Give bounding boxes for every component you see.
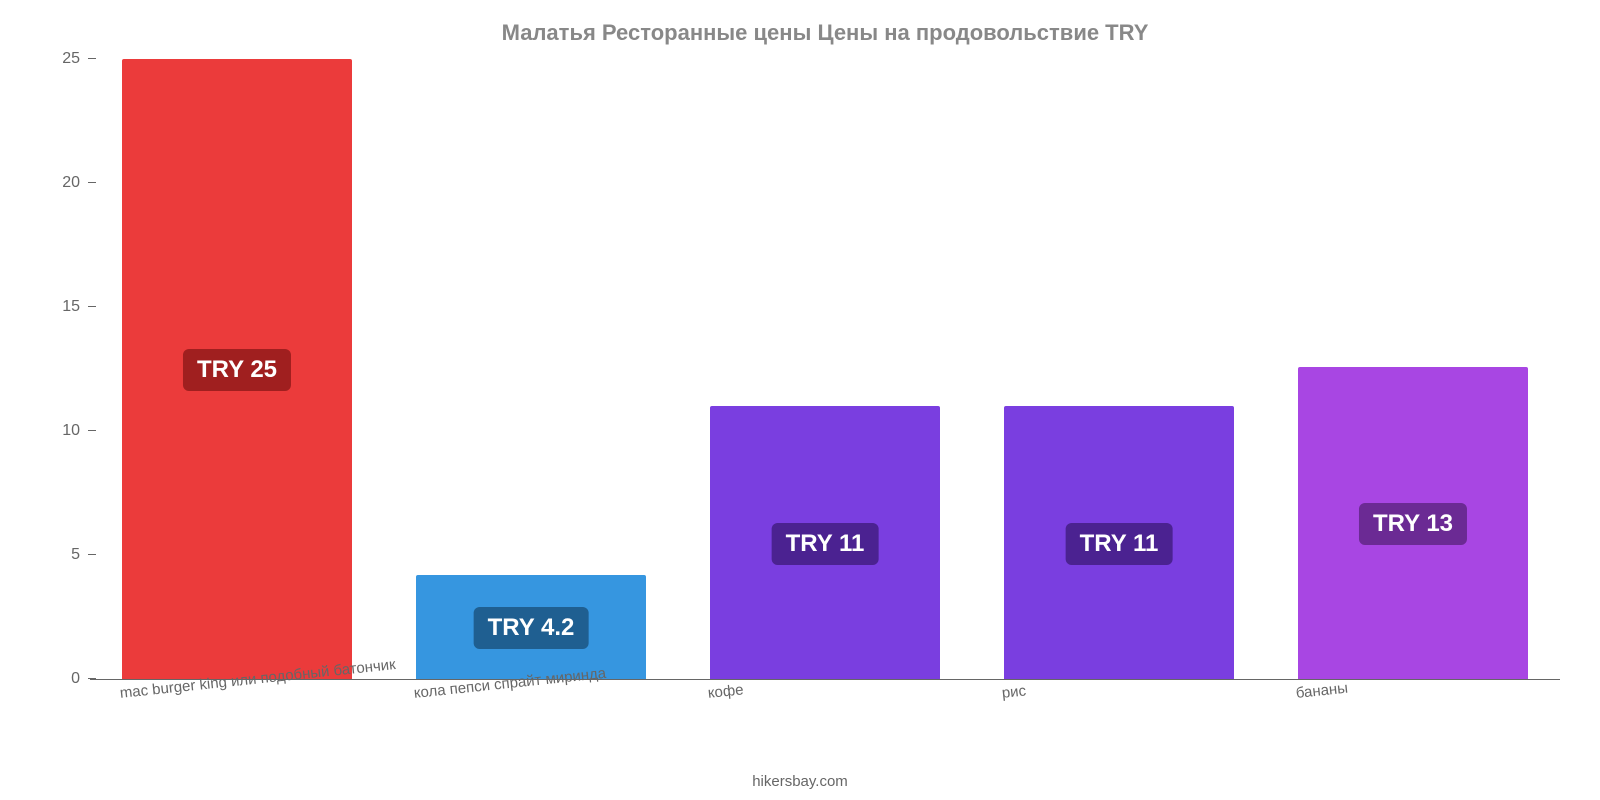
bar-slot: TRY 13: [1266, 60, 1560, 679]
bar-value-label: TRY 4.2: [474, 607, 589, 649]
price-bar-chart: Малатья Ресторанные цены Цены на продово…: [0, 0, 1600, 800]
y-tick-label: 20: [30, 174, 80, 192]
y-tick-label: 15: [30, 298, 80, 316]
attribution-text: hikersbay.com: [752, 773, 848, 790]
x-category-label: бананы: [1295, 680, 1349, 702]
bar: TRY 11: [1004, 406, 1233, 679]
y-tick-label: 10: [30, 422, 80, 440]
y-tick-label: 0: [30, 670, 80, 688]
bar: TRY 13: [1298, 367, 1527, 679]
bar-value-label: TRY 11: [1066, 523, 1173, 565]
bar-value-label: TRY 11: [772, 523, 879, 565]
y-axis: 0510152025: [30, 60, 90, 679]
bar-value-label: TRY 25: [183, 349, 291, 391]
bar-slot: TRY 4.2: [384, 60, 678, 679]
y-tick-label: 5: [30, 546, 80, 564]
y-tick-mark: [88, 58, 96, 60]
bars-container: TRY 25 TRY 4.2 TRY 11 TRY 11 TRY 13: [90, 60, 1560, 679]
bar: TRY 4.2: [416, 575, 645, 679]
bar: TRY 11: [710, 406, 939, 679]
y-tick-label: 25: [30, 50, 80, 68]
x-category-label: рис: [1001, 682, 1027, 701]
plot-area: 0510152025 TRY 25TRY 4.2TRY 11TRY 11TRY …: [90, 60, 1560, 680]
bar: TRY 25: [122, 59, 351, 679]
x-category-label: кофе: [707, 681, 744, 702]
bar-slot: TRY 11: [972, 60, 1266, 679]
bar-slot: TRY 11: [678, 60, 972, 679]
bar-value-label: TRY 13: [1359, 503, 1467, 545]
bar-slot: TRY 25: [90, 60, 384, 679]
chart-title: Малатья Ресторанные цены Цены на продово…: [90, 20, 1560, 46]
